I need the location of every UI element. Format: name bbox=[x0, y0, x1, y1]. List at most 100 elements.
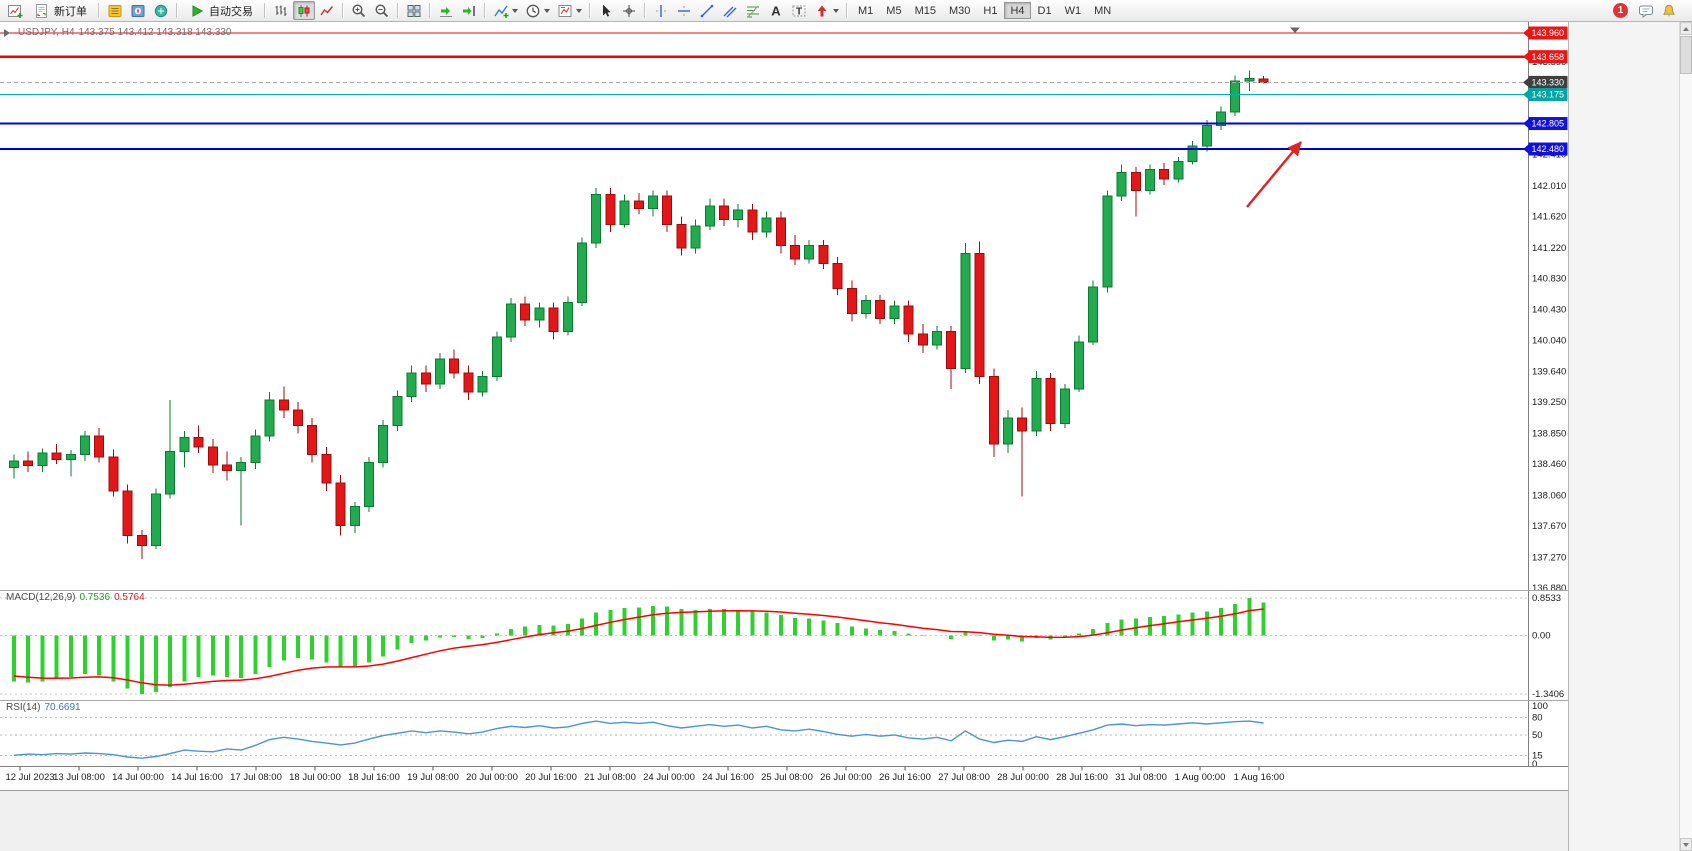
candle-body bbox=[818, 244, 829, 264]
candle-body bbox=[562, 302, 573, 333]
text-tool-button[interactable]: A bbox=[765, 1, 787, 20]
timeframe-m15-button[interactable]: M15 bbox=[909, 2, 942, 19]
macd-signal-line bbox=[13, 608, 1264, 686]
timeframe-m1-button[interactable]: M1 bbox=[852, 2, 879, 19]
scroll-down-button[interactable] bbox=[1680, 838, 1692, 851]
indicators-button[interactable] bbox=[490, 1, 521, 20]
autotrading-button[interactable]: 自动交易 bbox=[182, 1, 260, 20]
arrows-tool-button[interactable] bbox=[811, 1, 842, 20]
zoom-out-button[interactable] bbox=[371, 1, 393, 20]
main-price-panel bbox=[9, 70, 1269, 559]
rsi-axis-label: 80 bbox=[1532, 713, 1543, 724]
tile-windows-button[interactable] bbox=[403, 1, 425, 20]
price-axis-label: 138.460 bbox=[1532, 459, 1566, 470]
candle-body bbox=[619, 200, 630, 225]
candle-body bbox=[1102, 195, 1113, 288]
timeframe-d1-button[interactable]: D1 bbox=[1032, 2, 1058, 19]
price-scale: 143.590142.410142.010141.620141.220140.8… bbox=[1523, 22, 1568, 770]
cursor-button[interactable] bbox=[595, 1, 617, 20]
candle-body bbox=[662, 195, 673, 225]
equidistant-channel-button[interactable] bbox=[719, 1, 741, 20]
time-axis-label: 24 Jul 00:00 bbox=[643, 772, 695, 783]
price-axis-label: 141.620 bbox=[1532, 211, 1566, 222]
candle-body bbox=[747, 209, 758, 233]
candle-body bbox=[506, 303, 516, 338]
price-badge[interactable]: 142.805 bbox=[1523, 117, 1568, 131]
rsi-axis-label: 100 bbox=[1532, 701, 1548, 712]
candle-body bbox=[151, 493, 161, 547]
candlestick-chart-button[interactable] bbox=[293, 1, 315, 20]
timeframe-h4-button[interactable]: H4 bbox=[1004, 2, 1031, 19]
time-axis-label: 1 Aug 16:00 bbox=[1234, 772, 1285, 783]
bell-button[interactable] bbox=[1658, 1, 1680, 20]
autotrading-label: 自动交易 bbox=[209, 5, 253, 18]
candle-body bbox=[704, 205, 715, 227]
time-axis-label: 25 Jul 08:00 bbox=[761, 772, 813, 783]
chat-button[interactable] bbox=[1635, 1, 1657, 20]
price-axis-label: 137.670 bbox=[1532, 521, 1566, 532]
equidistant-channel-icon bbox=[722, 3, 738, 19]
terminal-button[interactable] bbox=[150, 1, 172, 20]
new-order-button[interactable]: 新订单 bbox=[27, 1, 94, 20]
templates-button[interactable] bbox=[554, 1, 585, 20]
candle-body bbox=[1074, 341, 1084, 390]
price-axis-label: 141.220 bbox=[1532, 243, 1566, 254]
bar-chart-icon bbox=[273, 3, 289, 19]
price-badge[interactable]: 142.480 bbox=[1523, 142, 1568, 156]
timeframe-m30-button[interactable]: M30 bbox=[943, 2, 976, 19]
price-badge[interactable]: 143.658 bbox=[1523, 50, 1568, 64]
time-axis-label: 24 Jul 16:00 bbox=[702, 772, 754, 783]
text-label-icon: T bbox=[791, 3, 807, 19]
candle-body bbox=[1003, 417, 1013, 445]
price-badge[interactable]: 143.330 bbox=[1523, 75, 1568, 89]
time-axis-label: 28 Jul 16:00 bbox=[1056, 772, 1108, 783]
timeframe-mn-button[interactable]: MN bbox=[1088, 2, 1117, 19]
vertical-scrollbar[interactable] bbox=[1679, 22, 1692, 851]
scroll-down-icon bbox=[1683, 842, 1689, 847]
candle-body bbox=[591, 193, 602, 244]
candle-body bbox=[1187, 145, 1198, 163]
scrollbar-thumb[interactable] bbox=[1680, 36, 1692, 74]
candle-body bbox=[889, 305, 900, 319]
price-axis-label: 140.830 bbox=[1532, 273, 1566, 284]
text-label-button[interactable]: T bbox=[788, 1, 810, 20]
chevron-down-icon bbox=[833, 8, 839, 13]
candle-body bbox=[321, 454, 332, 484]
fibonacci-button[interactable] bbox=[742, 1, 764, 20]
bar-chart-button[interactable] bbox=[270, 1, 292, 20]
price-badge-label: 143.658 bbox=[1532, 52, 1565, 62]
line-chart-button[interactable] bbox=[316, 1, 338, 20]
periods-button[interactable] bbox=[522, 1, 553, 20]
candle-body bbox=[1230, 80, 1241, 113]
new-chart-button[interactable] bbox=[4, 1, 26, 20]
rsi-panel bbox=[0, 717, 1528, 759]
time-axis-label: 1 Aug 00:00 bbox=[1175, 772, 1226, 783]
candle-body bbox=[804, 244, 815, 260]
macd-axis-label: -1.3406 bbox=[1532, 689, 1564, 700]
timeframe-h1-button[interactable]: H1 bbox=[977, 2, 1003, 19]
timeframe-m5-button[interactable]: M5 bbox=[880, 2, 907, 19]
timeframe-w1-button[interactable]: W1 bbox=[1059, 2, 1088, 19]
price-badge[interactable]: 143.960 bbox=[1523, 26, 1568, 40]
candle-body bbox=[491, 336, 502, 377]
trendline-button[interactable] bbox=[696, 1, 718, 20]
candle-body bbox=[250, 435, 261, 464]
time-axis-label: 26 Jul 16:00 bbox=[879, 772, 931, 783]
chart-canvas[interactable]: 143.590142.410142.010141.620141.220140.8… bbox=[0, 22, 1568, 851]
zoom-out-icon bbox=[374, 3, 390, 19]
notification-badge[interactable]: 1 bbox=[1613, 3, 1628, 18]
chart-shift-button[interactable] bbox=[458, 1, 480, 20]
price-badge[interactable]: 143.175 bbox=[1523, 88, 1568, 102]
horizontal-line-button[interactable] bbox=[673, 1, 695, 20]
navigator-button[interactable] bbox=[127, 1, 149, 20]
vertical-line-button[interactable] bbox=[650, 1, 672, 20]
candle-body bbox=[733, 209, 744, 221]
market-watch-button[interactable] bbox=[104, 1, 126, 20]
trend-arrow-annotation[interactable] bbox=[1246, 141, 1302, 208]
crosshair-button[interactable] bbox=[618, 1, 640, 20]
candle-body bbox=[520, 303, 531, 321]
scroll-up-button[interactable] bbox=[1680, 22, 1692, 35]
zoom-in-button[interactable] bbox=[348, 1, 370, 20]
auto-scroll-button[interactable] bbox=[435, 1, 457, 20]
